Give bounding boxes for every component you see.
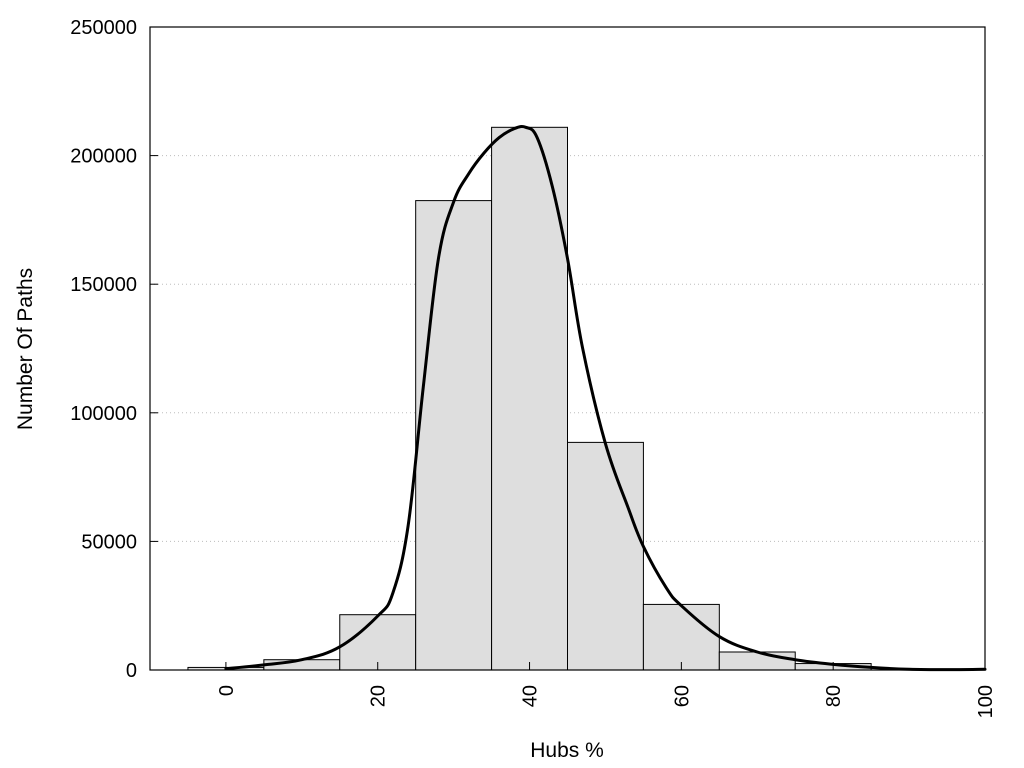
x-tick-label: 60 [671, 685, 693, 707]
curve-layer [224, 125, 987, 672]
x-tick-label: 20 [368, 685, 390, 707]
y-axis-title: Number Of Paths [14, 268, 37, 430]
y-tick-label: 0 [126, 660, 137, 682]
y-tick-label: 100000 [70, 403, 137, 425]
bar-layer [187, 126, 872, 671]
histogram-bar [491, 126, 568, 671]
histogram-bar [339, 614, 417, 671]
x-tick-label: 0 [216, 685, 238, 696]
y-tick-label: 200000 [70, 146, 137, 168]
x-tick-label: 100 [975, 685, 997, 718]
histogram-bar [567, 441, 644, 671]
x-tick-label: 40 [520, 685, 542, 707]
density-curve [224, 125, 987, 672]
x-axis-title: Hubs % [530, 739, 604, 762]
plot-frame [149, 26, 986, 671]
histogram-bar [718, 651, 796, 671]
y-tick-label: 50000 [81, 531, 137, 553]
x-tick-label: 80 [823, 685, 845, 707]
tick-layer [150, 26, 986, 671]
y-tick-labels: 0 50000 100000 150000 200000 250000 [70, 17, 137, 682]
histogram-bar [415, 200, 493, 671]
y-tick-label: 250000 [70, 17, 137, 39]
histogram-bar [642, 603, 720, 671]
x-tick-labels: 0 20 40 60 80 100 [216, 685, 997, 718]
y-tick-label: 150000 [70, 274, 137, 296]
